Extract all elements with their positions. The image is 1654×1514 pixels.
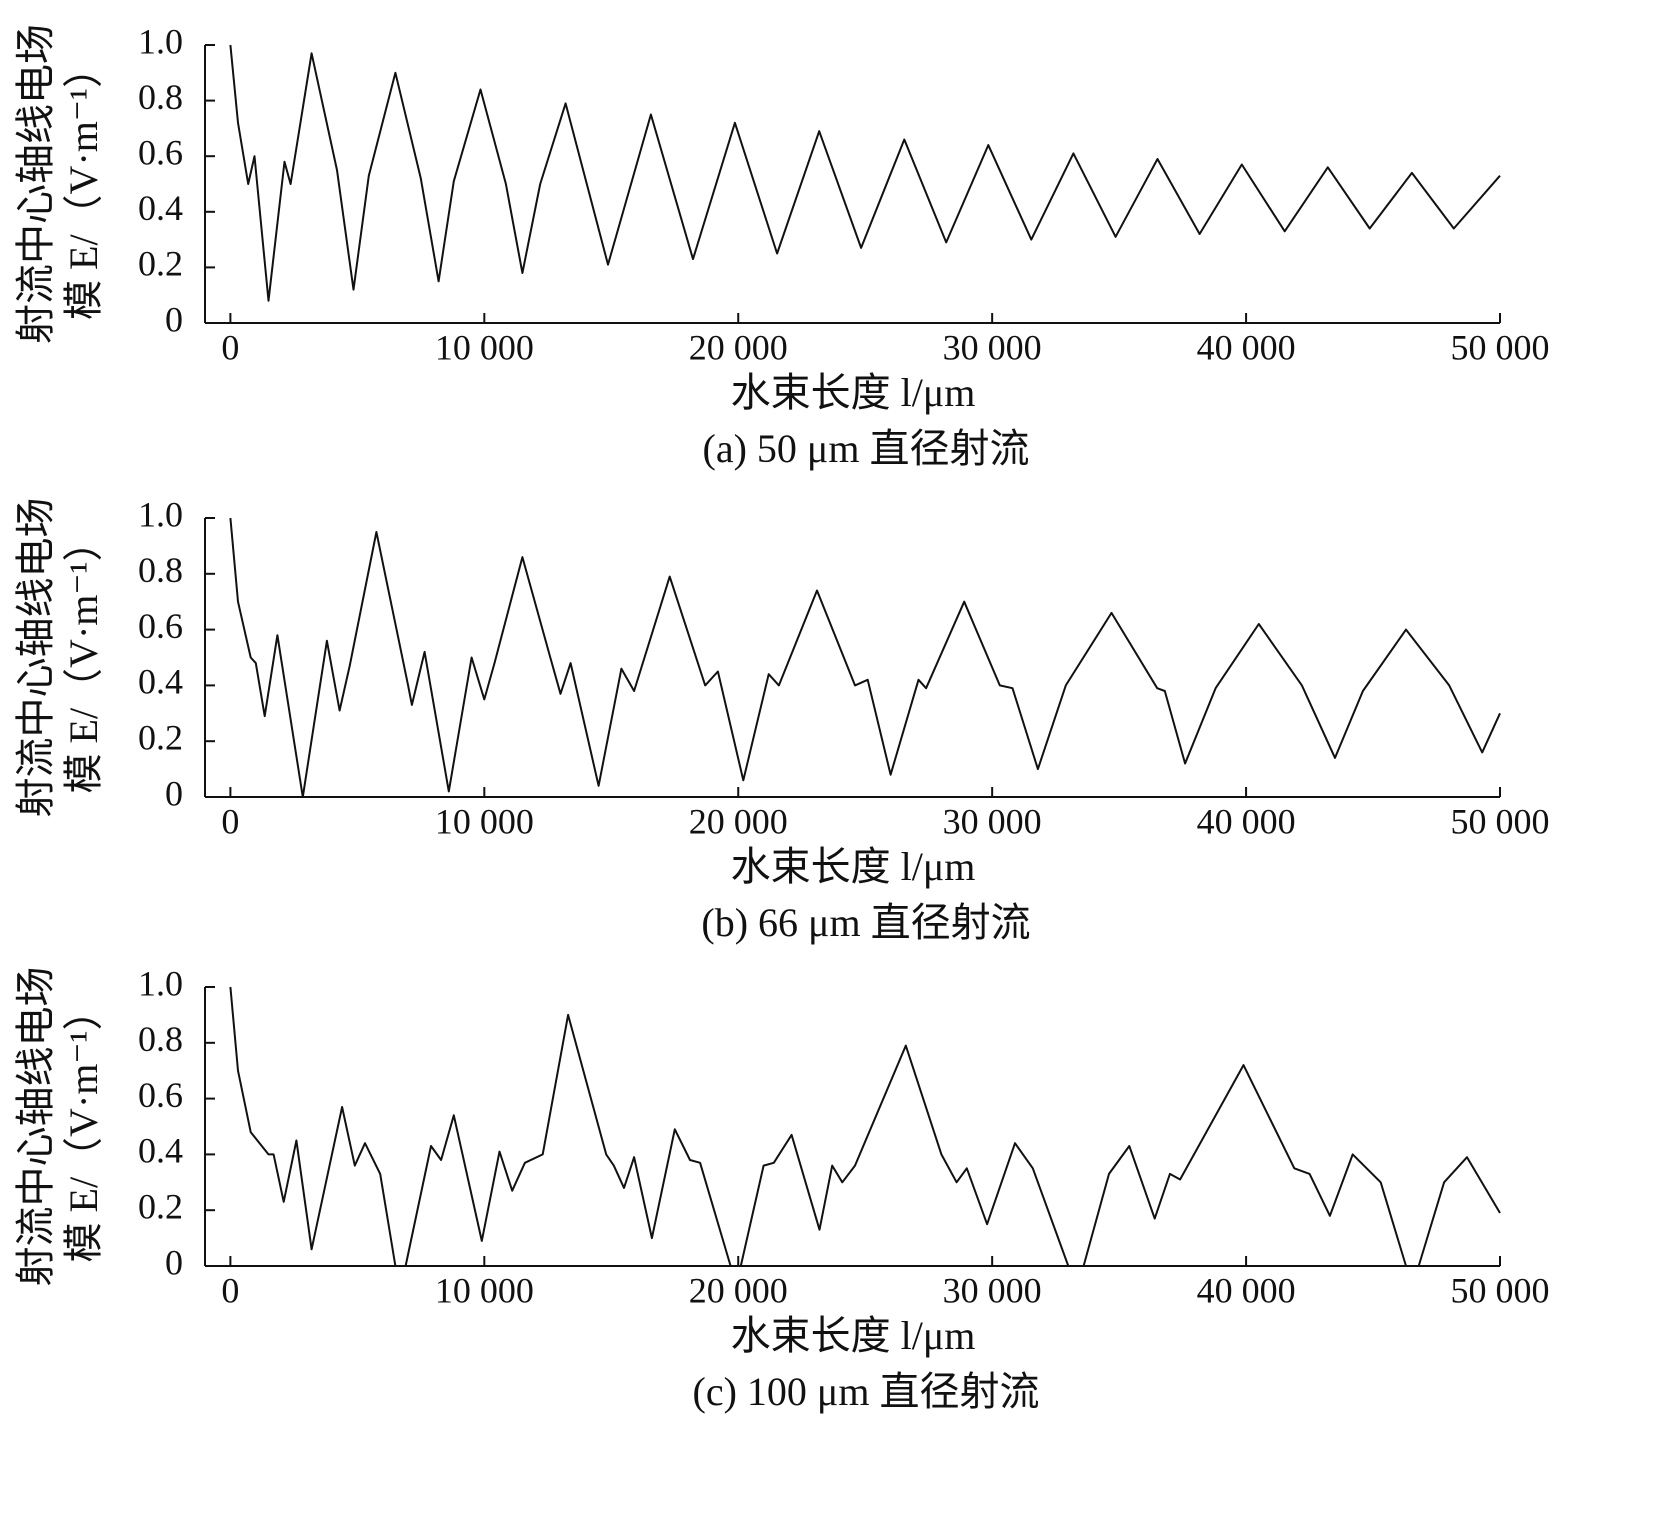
y-tick-label: 0.8	[138, 1019, 183, 1059]
data-line	[229, 517, 1501, 798]
y-tick-label: 0.6	[138, 1075, 183, 1115]
y-axis-label: 模 E/（V·m⁻¹）	[61, 991, 106, 1263]
y-tick-label: 1.0	[138, 21, 183, 61]
caption: (c) 100 μm 直径射流	[693, 1369, 1040, 1414]
x-tick-label: 20 000	[689, 327, 788, 367]
x-axis-label: 水束长度 l/μm	[731, 1313, 976, 1358]
y-tick-label: 0.2	[138, 717, 183, 757]
y-tick-label: 1.0	[138, 494, 183, 534]
y-axis-label: 射流中心轴线电场	[13, 498, 58, 818]
x-tick-label: 0	[221, 327, 239, 367]
x-axis-label: 水束长度 l/μm	[731, 844, 976, 889]
x-tick-label: 10 000	[435, 327, 534, 367]
y-tick-label: 0.2	[138, 1186, 183, 1226]
data-line	[229, 44, 1501, 302]
x-tick-label: 0	[221, 1270, 239, 1310]
x-tick-label: 10 000	[435, 801, 534, 841]
x-tick-label: 0	[221, 801, 239, 841]
y-tick-label: 0.6	[138, 132, 183, 172]
caption: (a) 50 μm 直径射流	[703, 426, 1030, 471]
y-tick-label: 0.4	[138, 1131, 183, 1171]
y-axis-label: 模 E/（V·m⁻¹）	[61, 48, 106, 320]
x-tick-label: 50 000	[1451, 327, 1550, 367]
y-tick-label: 0.4	[138, 662, 183, 702]
chart: 0 0.2 0.4 0.6 0.8 1.0 0 10 000 20 000 30 000 40 00…	[13, 963, 1549, 1414]
y-axis-label: 射流中心轴线电场	[13, 967, 58, 1287]
y-axis-label: 射流中心轴线电场	[13, 24, 58, 344]
data-line	[229, 986, 1501, 1267]
chart: 0 0.2 0.4 0.6 0.8 1.0 0 10 000 20 000 30 000 40 00…	[13, 21, 1549, 471]
x-tick-label: 50 000	[1451, 801, 1550, 841]
x-tick-label: 10 000	[435, 1270, 534, 1310]
x-tick-label: 40 000	[1197, 1270, 1296, 1310]
x-tick-label: 20 000	[689, 801, 788, 841]
x-tick-label: 20 000	[689, 1270, 788, 1310]
y-tick-label: 0	[165, 1242, 183, 1282]
chart: 0 0.2 0.4 0.6 0.8 1.0 0 10 000 20 000 30 000 40 00…	[13, 494, 1549, 945]
x-tick-label: 50 000	[1451, 1270, 1550, 1310]
y-tick-label: 0	[165, 773, 183, 813]
x-tick-label: 30 000	[943, 801, 1042, 841]
y-tick-label: 0.2	[138, 244, 183, 284]
y-tick-label: 0.4	[138, 188, 183, 228]
y-axis-label: 模 E/（V·m⁻¹）	[61, 522, 106, 794]
x-tick-label: 40 000	[1197, 327, 1296, 367]
y-tick-label: 1.0	[138, 963, 183, 1003]
x-tick-label: 40 000	[1197, 801, 1296, 841]
y-tick-label: 0	[165, 299, 183, 339]
caption: (b) 66 μm 直径射流	[701, 900, 1030, 945]
x-tick-label: 30 000	[943, 327, 1042, 367]
y-tick-label: 0.8	[138, 77, 183, 117]
x-axis-label: 水束长度 l/μm	[731, 370, 976, 415]
x-tick-label: 30 000	[943, 1270, 1042, 1310]
y-tick-label: 0.8	[138, 550, 183, 590]
y-tick-label: 0.6	[138, 606, 183, 646]
